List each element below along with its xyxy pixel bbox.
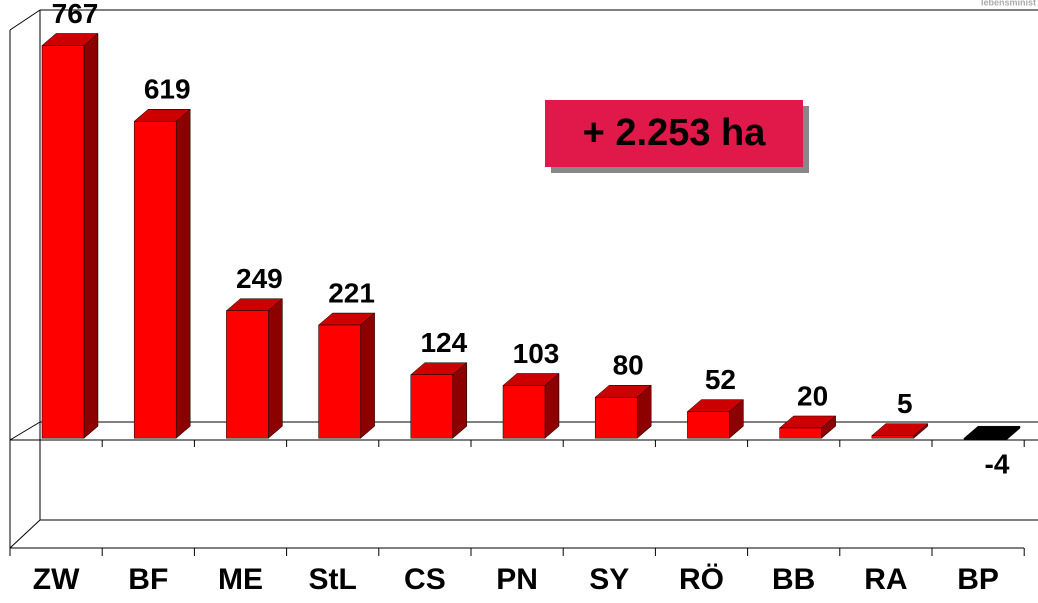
bar: [963, 437, 1007, 441]
bar-side: [360, 312, 375, 439]
bar: [871, 435, 915, 439]
bar: [318, 324, 361, 439]
x-tick-label: ZW: [33, 563, 80, 596]
bar: [41, 45, 85, 439]
bar-top: [871, 423, 929, 436]
value-label: 249: [236, 263, 283, 294]
value-label: 52: [705, 364, 736, 395]
value-label: 103: [513, 338, 560, 369]
x-tick-label: RA: [864, 563, 907, 596]
bar: [133, 120, 177, 439]
watermark: lebensminist: [981, 0, 1036, 7]
annotation: + 2.253 ha: [583, 112, 767, 154]
annotation-box: [545, 100, 803, 167]
value-label: 20: [797, 380, 828, 411]
bar-top: [963, 425, 1021, 439]
value-label: 5: [897, 388, 913, 419]
value-label: 619: [144, 74, 191, 105]
x-tick-label: BF: [128, 563, 168, 596]
side-bottom: [9, 519, 41, 549]
bar: [226, 310, 269, 439]
value-label: 80: [613, 350, 644, 381]
x-tick-label: SY: [589, 563, 629, 596]
x-tick-label: BP: [957, 563, 999, 596]
bar: [779, 427, 822, 439]
value-label: 767: [52, 0, 99, 29]
bar: [687, 411, 730, 439]
side-top: [9, 9, 41, 31]
value-label: 221: [328, 277, 375, 308]
x-tick-label: ME: [218, 563, 263, 596]
bar-side: [83, 32, 99, 439]
zero-side: [9, 421, 41, 441]
bar: [410, 374, 454, 439]
value-label: -4: [985, 449, 1010, 480]
x-tick-label: RÖ: [679, 563, 724, 596]
x-tick-label: StL: [309, 563, 357, 596]
x-tick-label: PN: [496, 563, 538, 596]
x-tick-label: BB: [772, 563, 815, 596]
bar-side: [175, 108, 191, 439]
x-tick-label: CS: [404, 563, 446, 596]
bar-side: [268, 298, 283, 439]
bar-side: [452, 362, 468, 439]
value-label: 124: [420, 327, 467, 358]
bar: [502, 385, 546, 439]
bar: [594, 396, 638, 439]
